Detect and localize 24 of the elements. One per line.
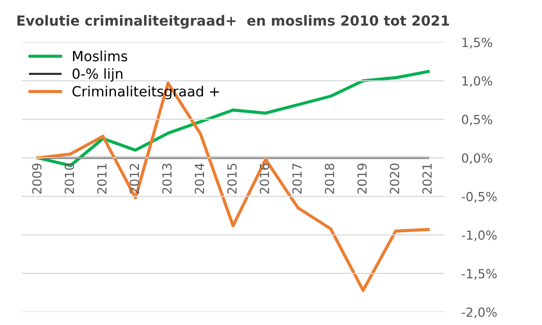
x-tick-label: 2020 (390, 164, 400, 194)
x-tick-label: 2009 (32, 164, 42, 194)
y-tick-label: -1,5% (462, 268, 497, 280)
x-tick-label: 2011 (97, 164, 107, 194)
x-tick-label: 2017 (292, 164, 302, 194)
x-tick-label: 2010 (64, 164, 74, 194)
y-tick-label: 1,5% (462, 38, 492, 48)
x-tick-label: 2018 (324, 164, 334, 194)
chart-title: Evolutie criminaliteitgraad+ en moslims 2010 tot 2021 (17, 15, 450, 29)
y-tick-label: -2,0% (462, 307, 497, 318)
legend-label: 0-% lijn (72, 68, 122, 82)
y-tick-label: 0,0% (462, 153, 492, 164)
legend-label: Moslims (73, 50, 128, 62)
x-tick-label: 2019 (357, 164, 367, 194)
y-tick-label: -0,5% (462, 192, 497, 203)
x-tick-label: 2015 (227, 164, 237, 194)
y-tick-label: 0,5% (462, 114, 492, 126)
x-tick-label: 2013 (162, 164, 172, 194)
y-tick-label: -1,0% (462, 230, 497, 242)
x-tick-label: 2021 (422, 164, 432, 194)
x-tick-label: 2016 (260, 164, 270, 194)
x-tick-label: 2012 (130, 164, 140, 194)
x-tick-label: 2014 (194, 163, 204, 194)
y-tick-label: 1,0% (462, 76, 492, 87)
